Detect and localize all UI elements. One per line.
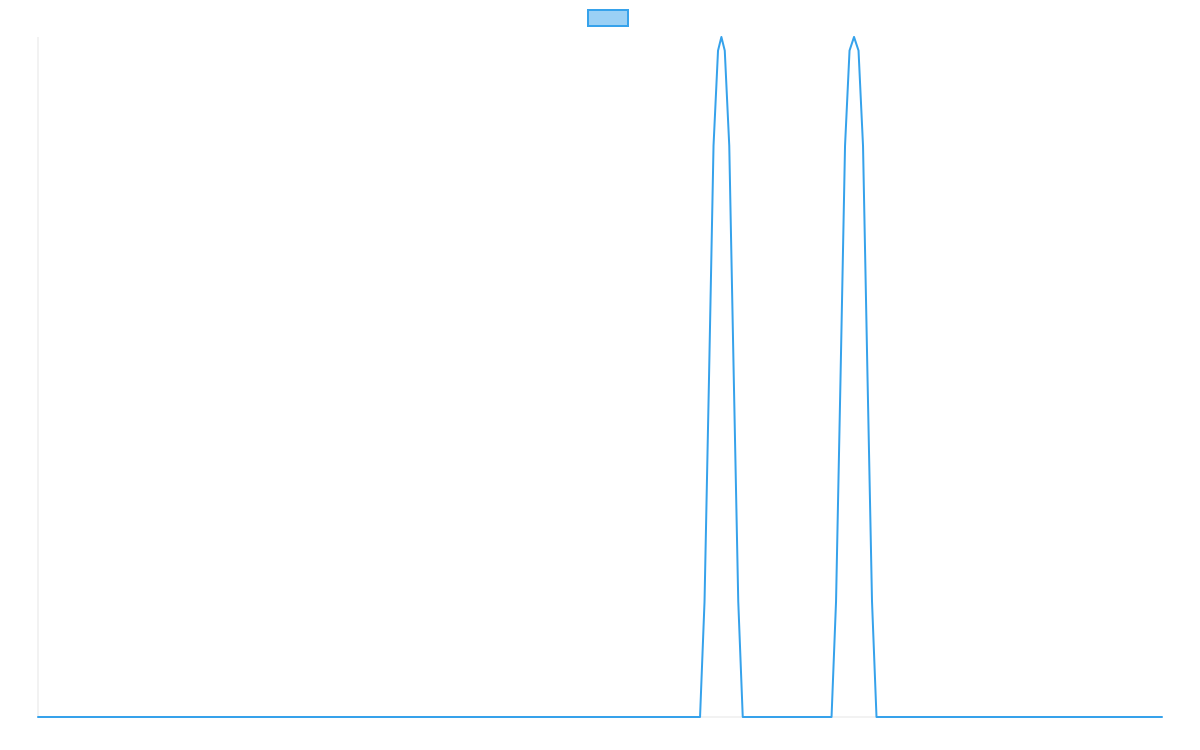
series-line	[37, 36, 1163, 718]
plot-area	[37, 9, 1163, 718]
legend-swatch	[587, 9, 629, 27]
